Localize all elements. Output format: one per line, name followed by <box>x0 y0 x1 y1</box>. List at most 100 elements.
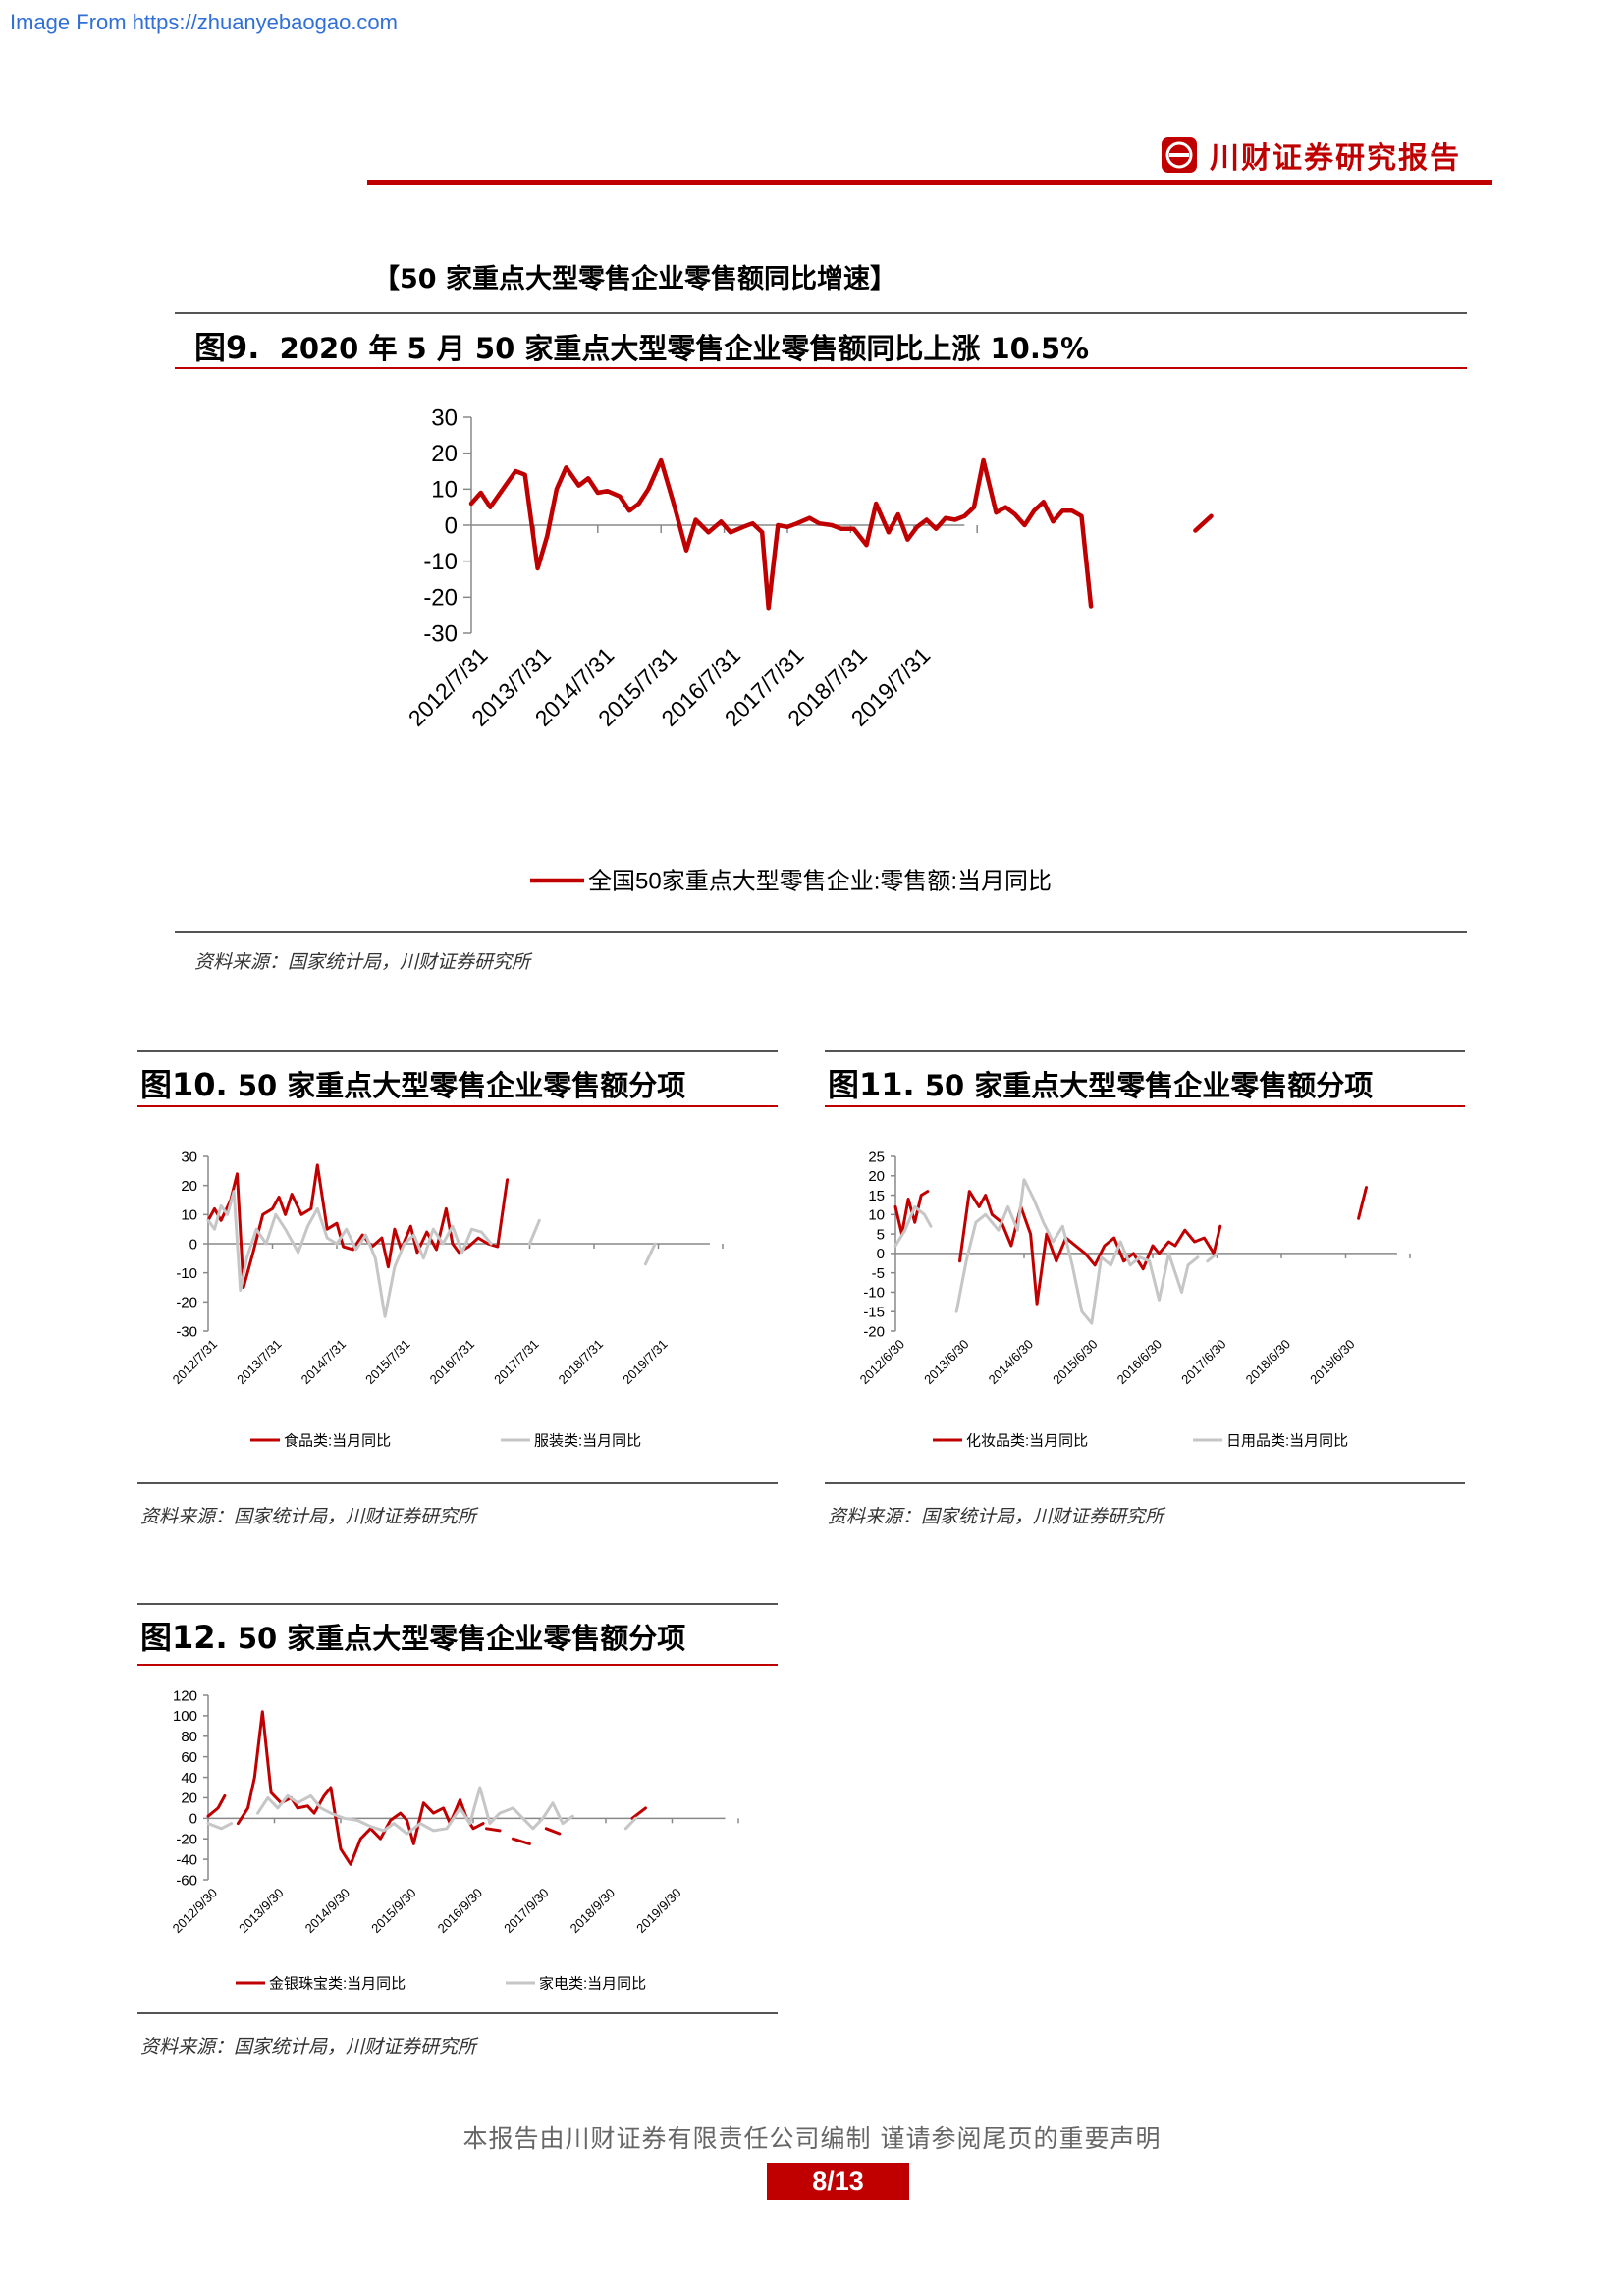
fig9-bottom-rule <box>175 931 1467 933</box>
fig10-legend-label-1: 食品类:当月同比 <box>284 1432 391 1449</box>
fig11-x-tick-label: 2014/6/30 <box>986 1337 1037 1388</box>
fig11-x-tick-label: 2017/6/30 <box>1178 1337 1229 1388</box>
fig12-y-tick-label: 100 <box>173 1708 197 1725</box>
fig10-x-tick-label: 2014/7/31 <box>298 1337 350 1388</box>
fig12-series-1-line <box>236 1710 485 1866</box>
fig12-y-tick-label: -60 <box>176 1872 197 1889</box>
fig10-series-2-line <box>206 1190 493 1318</box>
fig10-y-tick-label: -10 <box>176 1265 197 1282</box>
fig10-series-1-line <box>206 1163 510 1289</box>
fig9-title-text: 2020 年 5 月 50 家重点大型零售企业零售额同比上涨 10.5% <box>279 332 1090 365</box>
fig11-title-text: 50 家重点大型零售企业零售额分项 <box>924 1069 1374 1102</box>
fig12-legend-label-1: 金银珠宝类:当月同比 <box>269 1975 406 1992</box>
fig9-label: 图9. <box>194 329 260 366</box>
fig12-y-tick-label: 20 <box>181 1790 197 1807</box>
fig12-series-1-line <box>630 1806 647 1820</box>
fig11-series-1-line <box>893 1190 930 1236</box>
fig12-series-2-line <box>623 1816 637 1831</box>
fig11-y-tick-label: 25 <box>868 1148 885 1165</box>
fig10-y-tick-label: 0 <box>189 1236 197 1253</box>
fig9-legend-label-1: 全国50家重点大型零售企业:零售额:当月同比 <box>588 868 1052 894</box>
fig12-y-tick-label: 0 <box>189 1811 197 1828</box>
fig12-legend-label-2: 家电类:当月同比 <box>539 1975 646 1992</box>
fig12-source: 资料来源：国家统计局，川财证券研究所 <box>140 2036 477 2057</box>
page-number: 8/13 <box>767 2163 909 2200</box>
fig10-top-rule <box>137 1050 778 1052</box>
fig9-top-rule <box>175 312 1467 314</box>
fig10-x-tick-label: 2015/7/31 <box>362 1337 413 1388</box>
fig12-top-rule <box>137 1603 778 1605</box>
fig12-x-tick-label: 2018/9/30 <box>568 1886 619 1937</box>
fig9-title-rule <box>175 367 1467 369</box>
fig10-x-tick-label: 2016/7/31 <box>427 1337 478 1388</box>
fig10-y-tick-label: -30 <box>176 1323 197 1340</box>
fig9-y-tick-label: 20 <box>431 441 458 467</box>
fig12-x-tick-label: 2019/9/30 <box>633 1886 684 1937</box>
fig9-title: 图9. 2020 年 5 月 50 家重点大型零售企业零售额同比上涨 10.5% <box>194 323 1089 368</box>
fig11-bottom-rule <box>825 1482 1465 1484</box>
fig11-legend-label-1: 化妆品类:当月同比 <box>966 1432 1088 1449</box>
fig9-y-tick-label: -10 <box>423 549 458 575</box>
fig10-y-tick-label: 30 <box>181 1148 197 1165</box>
fig12-title-rule <box>137 1664 778 1666</box>
fig10-bottom-rule <box>137 1482 778 1484</box>
fig12-y-tick-label: 120 <box>173 1687 197 1704</box>
section-title: 【50 家重点大型零售企业零售额同比增速】 <box>373 264 896 294</box>
fig10-label: 图10. <box>140 1066 228 1103</box>
fig11-y-tick-label: 15 <box>868 1188 885 1204</box>
fig9-y-tick-label: 30 <box>431 404 458 431</box>
fig11-legend-label-2: 日用品类:当月同比 <box>1226 1432 1348 1449</box>
fig10-x-tick-label: 2019/7/31 <box>620 1337 671 1388</box>
fig12-x-tick-label: 2012/9/30 <box>170 1886 221 1937</box>
fig9-y-tick-label: 10 <box>431 477 458 504</box>
fig12-x-tick-label: 2016/9/30 <box>435 1886 486 1937</box>
fig9-source: 资料来源：国家统计局，川财证券研究所 <box>194 951 531 973</box>
fig11-series-2-line <box>1206 1252 1218 1263</box>
fig12-x-tick-label: 2013/9/30 <box>236 1886 287 1937</box>
fig12-series-2-line <box>256 1786 574 1836</box>
brand-name: 川财证券研究报告 <box>1210 141 1461 176</box>
fig12-title: 图12. 50 家重点大型零售企业零售额分项 <box>140 1613 685 1658</box>
fig11-y-tick-label: -20 <box>863 1323 885 1340</box>
fig12-series-1-line <box>512 1837 531 1845</box>
fig11-x-tick-label: 2013/6/30 <box>921 1337 972 1388</box>
fig11-x-tick-label: 2016/6/30 <box>1114 1337 1165 1388</box>
fig11-title: 图11. 50 家重点大型零售企业零售额分项 <box>828 1060 1373 1105</box>
fig11-y-tick-label: -5 <box>872 1265 885 1282</box>
fig9-y-tick-label: -30 <box>423 620 458 647</box>
fig11-x-tick-label: 2015/6/30 <box>1050 1337 1101 1388</box>
fig10-y-tick-label: 20 <box>181 1178 197 1195</box>
fig9-series-1-line <box>468 457 1094 611</box>
fig10-title-text: 50 家重点大型零售企业零售额分项 <box>237 1069 686 1102</box>
fig9-series-1-line <box>1193 513 1214 533</box>
fig10-legend-label-2: 服装类:当月同比 <box>534 1432 641 1449</box>
fig11-x-tick-label: 2019/6/30 <box>1307 1337 1358 1388</box>
fig10-y-tick-label: 10 <box>181 1207 197 1224</box>
fig11-y-tick-label: 0 <box>877 1246 885 1262</box>
footer-disclaimer: 本报告由川财证券有限责任公司编制 谨请参阅尾页的重要声明 <box>462 2124 1162 2153</box>
fig12-x-tick-label: 2015/9/30 <box>368 1886 419 1937</box>
header-rule <box>367 180 1492 185</box>
fig11-series-2-line <box>954 1178 1200 1325</box>
fig11-title-rule <box>825 1105 1465 1107</box>
fig12-title-text: 50 家重点大型零售企业零售额分项 <box>237 1622 686 1655</box>
fig12-series-1-line <box>485 1827 502 1833</box>
fig12-x-tick-label: 2017/9/30 <box>501 1886 552 1937</box>
source-link[interactable]: Image From https://zhuanyebaogao.com <box>10 10 398 34</box>
fig12-series-2-line <box>206 1822 234 1831</box>
fig11-y-tick-label: -15 <box>863 1304 885 1320</box>
fig10-title-rule <box>137 1105 778 1107</box>
chuancai-logo-icon <box>1162 137 1197 173</box>
fig9-y-tick-label: 0 <box>445 512 458 539</box>
fig10-series-2-line <box>643 1242 657 1266</box>
fig10-y-tick-label: -20 <box>176 1295 197 1311</box>
fig10-series-2-line <box>528 1218 541 1246</box>
fig12-y-tick-label: 60 <box>181 1749 197 1766</box>
fig12-bottom-rule <box>137 2012 778 2014</box>
fig12-y-tick-label: -40 <box>176 1851 197 1868</box>
fig12-y-tick-label: 80 <box>181 1729 197 1745</box>
fig10-x-tick-label: 2013/7/31 <box>234 1337 285 1388</box>
fig11-series-2-line <box>893 1204 933 1248</box>
